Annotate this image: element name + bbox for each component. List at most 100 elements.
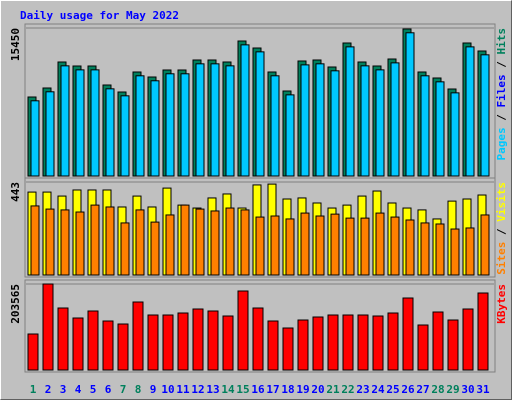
bar (255, 51, 265, 177)
bar (240, 209, 250, 276)
bar (480, 54, 490, 177)
x-tick-label: 26 (401, 383, 415, 396)
x-tick-label: 1 (30, 383, 37, 396)
bar (342, 314, 354, 371)
bar (210, 210, 220, 276)
bar (60, 209, 70, 276)
bar (270, 75, 280, 177)
bar (477, 292, 489, 371)
bar (315, 63, 325, 177)
bar (192, 308, 204, 371)
legend-entry: Hits (495, 28, 508, 55)
bar (417, 324, 429, 371)
legend-entry: Pages (495, 127, 508, 160)
legend-separator: / (495, 55, 508, 75)
bar (30, 100, 40, 177)
bar (90, 69, 100, 177)
bar (105, 88, 115, 177)
bar (240, 44, 250, 177)
bar (432, 311, 444, 371)
bar (300, 212, 310, 276)
x-tick-label: 12 (191, 383, 204, 396)
x-tick-label: 30 (461, 383, 474, 396)
bar (120, 95, 130, 177)
bar (225, 207, 235, 276)
bar (180, 73, 190, 177)
legend-entry: Sites (495, 242, 508, 275)
bar (345, 46, 355, 177)
x-tick-label: 8 (135, 383, 142, 396)
x-tick-label: 17 (266, 383, 279, 396)
bar (45, 91, 55, 177)
x-tick-label: 14 (221, 383, 235, 396)
bar (267, 320, 279, 371)
bar (222, 315, 234, 371)
bar (180, 204, 190, 276)
bar (102, 320, 114, 371)
x-tick-label: 27 (416, 383, 429, 396)
x-tick-label: 6 (105, 383, 112, 396)
legend: Pages / Files / Hits (495, 28, 508, 161)
x-tick-label: 15 (236, 383, 249, 396)
bar (270, 215, 280, 276)
bar (375, 69, 385, 177)
bar (435, 223, 445, 276)
legend-entry: KBytes (495, 284, 508, 324)
bar (285, 94, 295, 177)
x-tick-label: 21 (326, 383, 340, 396)
chart-title: Daily usage for May 2022 (20, 9, 179, 22)
x-tick-label: 11 (176, 383, 190, 396)
bar (300, 64, 310, 177)
bar (405, 32, 415, 177)
bar (42, 283, 54, 371)
bar (162, 314, 174, 371)
bar (315, 215, 325, 276)
legend-entry: Visits (495, 182, 508, 222)
legend-separator: / (495, 222, 508, 242)
bar (210, 63, 220, 177)
bar (60, 65, 70, 177)
x-tick-label: 29 (446, 383, 459, 396)
bar (360, 217, 370, 276)
bar (375, 212, 385, 276)
bar (420, 222, 430, 276)
bar (327, 314, 339, 371)
bar (390, 216, 400, 276)
bar (57, 307, 69, 371)
x-tick-label: 19 (296, 383, 309, 396)
bar (87, 310, 99, 371)
bar (150, 221, 160, 276)
bar (195, 208, 205, 276)
bar (285, 218, 295, 276)
x-tick-label: 5 (90, 383, 97, 396)
bar (360, 65, 370, 177)
x-tick-label: 16 (251, 383, 265, 396)
bar (237, 290, 249, 371)
bar (405, 219, 415, 276)
bar (297, 319, 309, 371)
x-tick-label: 9 (150, 383, 157, 396)
bar (447, 319, 459, 371)
bar (195, 63, 205, 177)
x-tick-label: 4 (75, 383, 82, 396)
x-tick-label: 10 (161, 383, 174, 396)
bar (135, 75, 145, 177)
bar (207, 310, 219, 371)
bar (72, 317, 84, 371)
legend-separator: / (495, 108, 508, 128)
x-tick-label: 31 (476, 383, 490, 396)
x-tick-label: 25 (386, 383, 399, 396)
bar (225, 65, 235, 177)
bar (147, 314, 159, 371)
bar (135, 209, 145, 276)
x-tick-label: 28 (431, 383, 444, 396)
bar (117, 323, 129, 371)
x-tick-label: 24 (371, 383, 385, 396)
bar (282, 327, 294, 371)
bar (462, 308, 474, 371)
bar (90, 204, 100, 276)
bar (330, 213, 340, 276)
y-tick-label: 15450 (9, 28, 22, 61)
bar (75, 69, 85, 177)
